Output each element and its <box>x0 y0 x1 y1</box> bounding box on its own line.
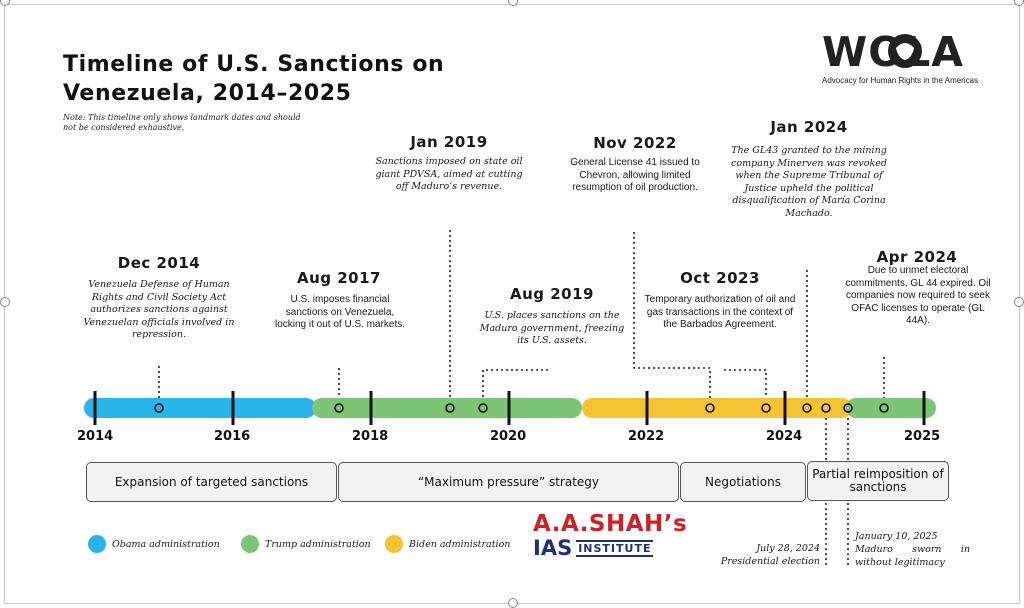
institute-logo-line3: INSTITUTE <box>576 539 654 557</box>
event-desc-jan-2019: Sanctions imposed on state oil giant PDV… <box>375 156 523 192</box>
event-date-jan-2024: Jan 2024 <box>770 118 848 136</box>
marker-aug-2019 <box>478 403 488 413</box>
event-desc-dec-2014: Venezuela Defense of Human Rights and Ci… <box>83 279 235 340</box>
event-desc-aug-2017: U.S. imposes financial sanctions on Vene… <box>274 294 406 330</box>
legend-swatch <box>88 535 106 553</box>
institute-logo: A.A.SHAH’s IAS INSTITUTE <box>533 512 693 559</box>
event-date-oct-2023: Oct 2023 <box>680 269 760 287</box>
resize-handle[interactable] <box>0 297 10 307</box>
footnote-text: Presidential election <box>720 556 820 567</box>
phase-box-maximum-pressure: “Maximum pressure” strategy <box>338 462 679 502</box>
marker-oct-2023 <box>761 403 771 413</box>
marker-dec-2014 <box>154 403 164 413</box>
wola-logo-graphic: WOLA <box>822 28 963 76</box>
trump-second-period-bar <box>846 398 936 418</box>
institute-logo-line2: IAS <box>533 536 573 560</box>
year-label: 2025 <box>904 429 941 444</box>
marker-apr-2024 <box>879 403 889 413</box>
footnote-jan-2025: January 10, 2025 Maduro sworn in without… <box>855 530 970 569</box>
year-label: 2014 <box>77 429 114 444</box>
obama-period-bar <box>84 398 316 418</box>
trump-period-bar <box>312 398 582 418</box>
phase-box-expansion: Expansion of targeted sanctions <box>86 462 337 502</box>
disclaimer-note: Note: This timeline only shows landmark … <box>63 113 301 132</box>
marker-jan-2024 <box>802 403 812 413</box>
marker-jan-2019 <box>445 403 455 413</box>
phase-box-partial-reimposition: Partial reimposition of sanctions <box>807 461 949 501</box>
marker-july-2024 <box>821 403 831 413</box>
legend-label: Biden administration <box>409 538 511 550</box>
event-date-aug-2017: Aug 2017 <box>297 269 381 287</box>
legend-item-biden: Biden administration <box>385 535 510 553</box>
legend-swatch <box>241 535 259 553</box>
legend-label: Obama administration <box>112 538 220 550</box>
marker-nov-2022 <box>705 403 715 413</box>
event-date-nov-2022: Nov 2022 <box>593 134 677 152</box>
year-label: 2024 <box>766 429 803 444</box>
legend-item-trump: Trump administration <box>241 535 371 553</box>
resize-handle[interactable] <box>508 0 518 6</box>
resize-handle[interactable] <box>0 0 10 6</box>
year-label: 2022 <box>628 429 665 444</box>
wola-logo: WOLA <box>822 28 992 78</box>
event-date-dec-2014: Dec 2014 <box>117 254 201 272</box>
event-desc-aug-2019: U.S. places sanctions on the Maduro gove… <box>479 310 625 346</box>
year-label: 2018 <box>352 429 389 444</box>
legend-label: Trump administration <box>265 538 371 550</box>
event-date-jan-2019: Jan 2019 <box>410 133 488 151</box>
event-desc-nov-2022: General License 41 issued to Chevron, al… <box>570 157 700 193</box>
institute-logo-line1: A.A.SHAH’s <box>533 511 688 537</box>
jaguar-face-icon <box>896 43 914 60</box>
year-label: 2020 <box>490 429 527 444</box>
legend-swatch <box>385 535 403 553</box>
logo-tagline: Advocacy for Human Rights in the America… <box>822 76 979 85</box>
marker-aug-2017 <box>334 403 344 413</box>
footnote-july-2024: July 28, 2024 Presidential election <box>712 542 820 568</box>
connector-aug-2019 <box>482 369 548 408</box>
legend-item-obama: Obama administration <box>88 535 220 553</box>
marker-jan-2025 <box>843 403 853 413</box>
event-desc-apr-2024: Due to unmet electoral commitments, GL 4… <box>845 265 991 326</box>
connector-nov-2022 <box>633 232 711 408</box>
footnote-date: July 28, 2024 <box>756 543 820 554</box>
year-label: 2016 <box>214 429 251 444</box>
footnote-text: Maduro sworn in without legitimacy <box>855 544 970 568</box>
event-desc-oct-2023: Temporary authorization of oil and gas t… <box>644 294 796 330</box>
event-desc-jan-2024: The GL43 granted to the mining company M… <box>731 145 887 219</box>
event-date-aug-2019: Aug 2019 <box>510 285 594 303</box>
event-date-apr-2024: Apr 2024 <box>876 248 958 266</box>
infographic-frame <box>4 4 1020 604</box>
connector-oct-2023 <box>724 369 767 408</box>
phase-box-negotiations: Negotiations <box>680 462 806 502</box>
footnote-date: January 10, 2025 <box>855 531 938 542</box>
page-title: Timeline of U.S. Sanctions on Venezuela,… <box>63 52 445 106</box>
